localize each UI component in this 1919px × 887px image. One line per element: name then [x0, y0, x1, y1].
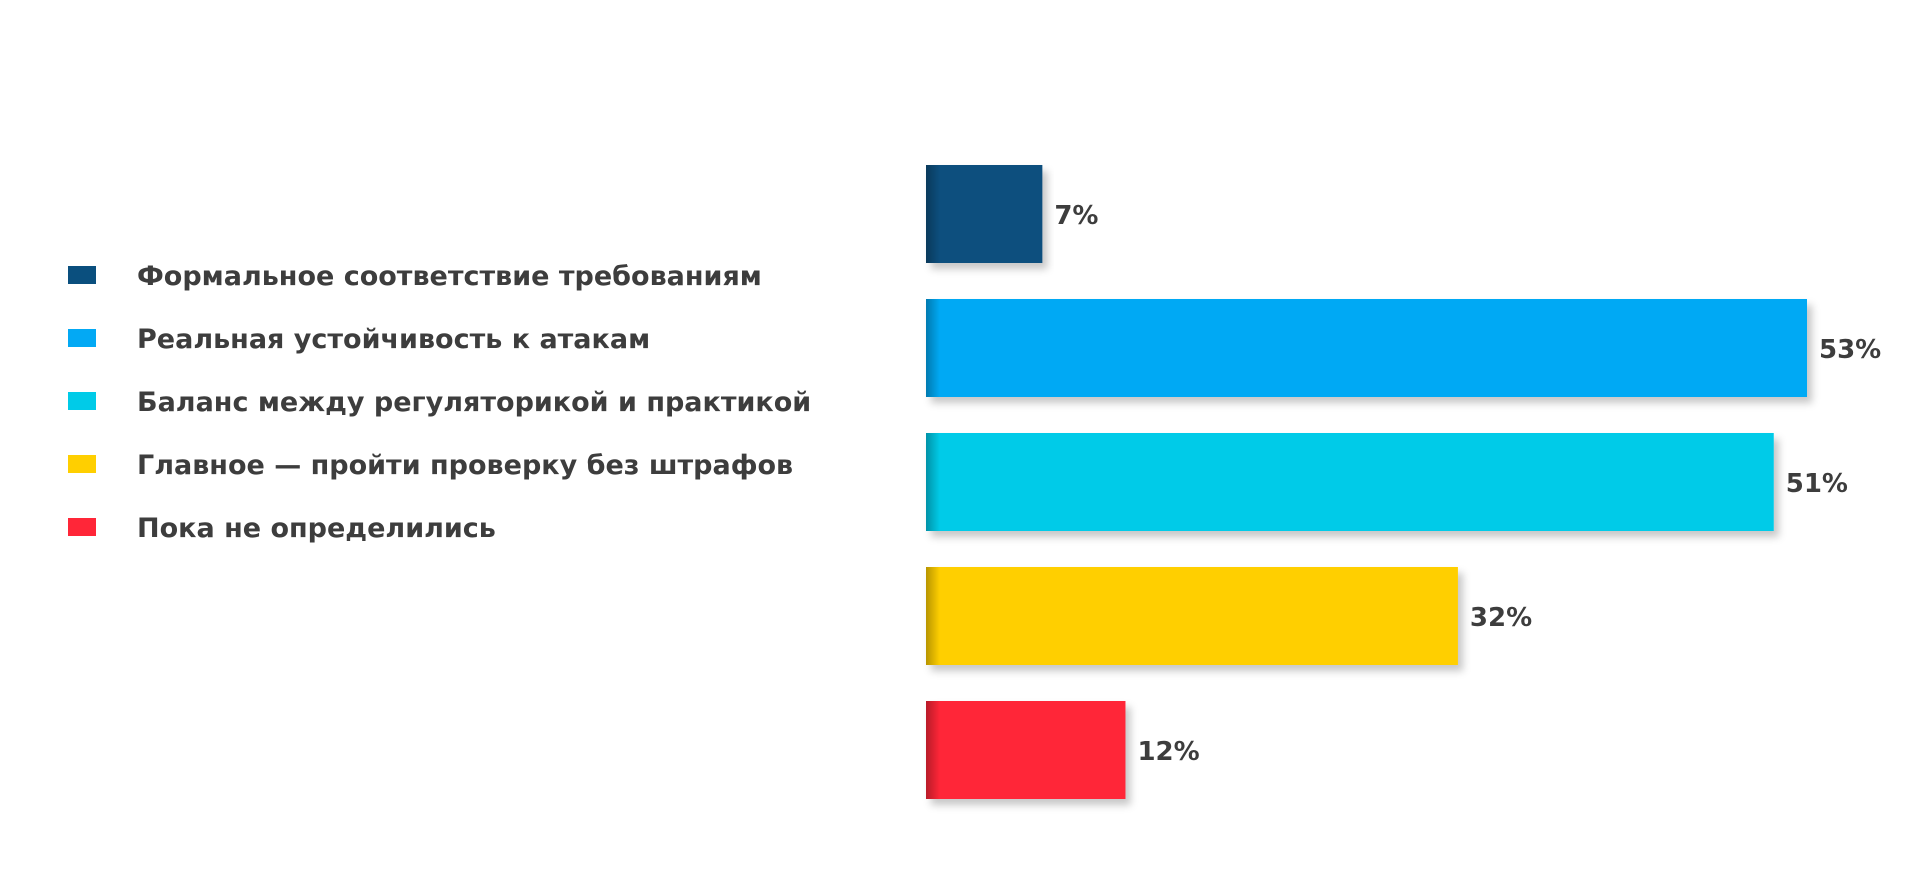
bar-4 — [926, 567, 1458, 665]
legend-swatch-1 — [68, 266, 96, 284]
bar-5 — [926, 701, 1126, 799]
legend-swatch-4 — [68, 455, 96, 473]
legend-label-4: Главное — пройти проверку без штрафов — [137, 450, 793, 481]
legend: Формальное соответствие требованиям Реаль… — [68, 261, 811, 544]
legend-label-3: Баланс между регуляторикой и практикой — [137, 387, 811, 418]
value-labels-group: 7% 53% 51% 32% 12% — [1054, 201, 1881, 767]
bar-1 — [926, 165, 1043, 263]
legend-swatch-5 — [68, 518, 96, 536]
bar-edge-shade — [926, 701, 940, 799]
value-label-4: 32% — [1470, 603, 1532, 633]
legend-swatch-2 — [68, 329, 96, 347]
bar-edge-shade — [926, 567, 940, 665]
value-label-3: 51% — [1786, 469, 1848, 499]
bar-edge-shade — [926, 433, 940, 531]
value-label-1: 7% — [1054, 201, 1098, 231]
bar-3 — [926, 433, 1774, 531]
value-label-2: 53% — [1819, 335, 1881, 365]
legend-swatch-3 — [68, 392, 96, 410]
bar-2 — [926, 299, 1807, 397]
bars-group — [926, 165, 1807, 799]
bar-edge-shade — [926, 165, 940, 263]
legend-label-5: Пока не определились — [137, 513, 496, 544]
legend-label-1: Формальное соответствие требованиям — [137, 261, 762, 292]
legend-label-2: Реальная устойчивость к атакам — [137, 324, 650, 355]
value-label-5: 12% — [1137, 737, 1199, 767]
bar-edge-shade — [926, 299, 940, 397]
